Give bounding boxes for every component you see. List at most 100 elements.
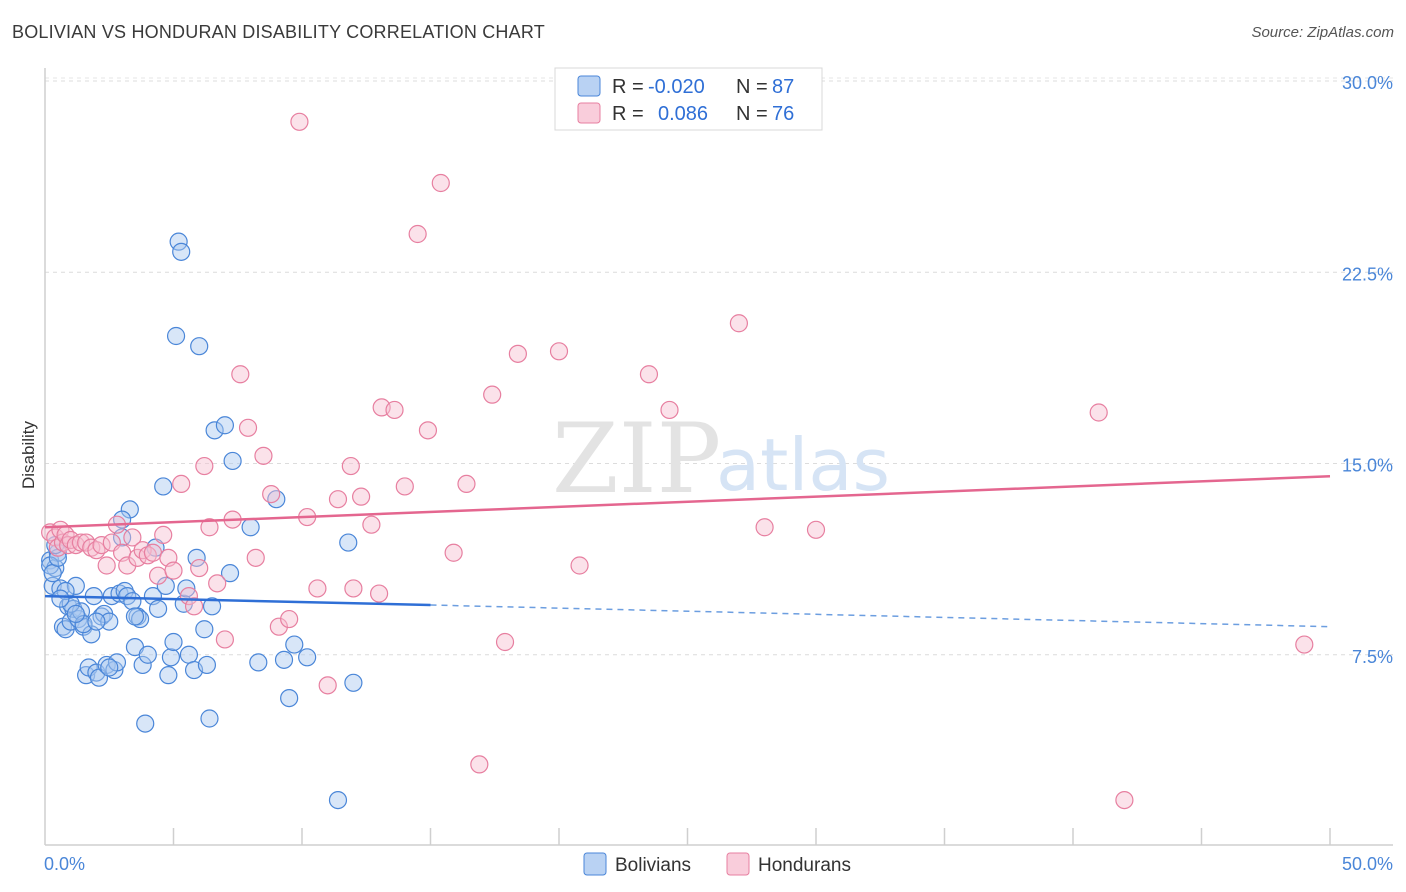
honduran-point bbox=[408, 224, 427, 244]
axes bbox=[44, 68, 1393, 846]
honduran-point bbox=[184, 597, 204, 616]
legend-r-value-2: 0.086 bbox=[658, 103, 708, 125]
honduran-point bbox=[639, 365, 659, 384]
honduran-point bbox=[154, 525, 173, 545]
bolivian-point bbox=[159, 666, 178, 685]
bolivian-point bbox=[200, 709, 219, 728]
bolivian-point bbox=[280, 688, 299, 708]
bolivian-point bbox=[202, 597, 222, 616]
x-tick-label: 0.0% bbox=[44, 854, 85, 874]
honduran-point bbox=[208, 574, 227, 593]
honduran-point bbox=[470, 755, 489, 774]
honduran-point bbox=[138, 546, 157, 565]
y-tick-label: 30.0% bbox=[1342, 73, 1393, 93]
bolivian-point bbox=[136, 714, 155, 733]
bolivian-point bbox=[66, 576, 85, 596]
bolivian-point bbox=[166, 326, 186, 346]
bolivian-point bbox=[154, 477, 173, 496]
honduran-point bbox=[328, 490, 348, 509]
honduran-point bbox=[570, 556, 589, 575]
honduran-point bbox=[549, 342, 569, 361]
honduran-point bbox=[755, 518, 774, 537]
correlation-legend: R = -0.020 N = 87 R = 0.086 N = 76 bbox=[554, 67, 823, 131]
bolivian-point bbox=[223, 451, 242, 471]
honduran-point bbox=[71, 533, 91, 552]
honduran-point bbox=[352, 487, 371, 506]
honduran-point bbox=[254, 446, 273, 465]
honduran-point bbox=[123, 528, 142, 547]
honduran-point bbox=[395, 477, 414, 496]
legend-r-label-1: R = bbox=[612, 76, 644, 98]
y-tick-label: 22.5% bbox=[1342, 264, 1393, 284]
honduran-point bbox=[195, 456, 214, 476]
bolivian-point bbox=[195, 620, 214, 639]
bolivian-point bbox=[164, 632, 183, 652]
honduran-point bbox=[87, 541, 106, 560]
bolivian-point bbox=[148, 599, 168, 618]
honduran-point bbox=[483, 385, 502, 404]
honduran-point bbox=[495, 632, 515, 652]
honduran-point bbox=[660, 400, 679, 420]
bolivian-point bbox=[241, 518, 260, 537]
x-tick-labels: 0.0% 50.0% bbox=[44, 854, 1393, 874]
bolivian-point bbox=[123, 592, 142, 611]
honduran-point bbox=[806, 520, 826, 539]
bolivian-point bbox=[100, 612, 119, 631]
series-label-hondurans: Hondurans bbox=[758, 855, 851, 876]
honduran-point bbox=[200, 518, 219, 537]
watermark-zip: ZIP bbox=[552, 403, 721, 515]
bolivian-point bbox=[172, 242, 191, 261]
honduran-point bbox=[308, 579, 327, 598]
honduran-point bbox=[457, 474, 476, 493]
honduran-point bbox=[172, 474, 191, 493]
legend-r-value-1: -0.020 bbox=[648, 76, 705, 98]
bolivian-point bbox=[161, 648, 181, 667]
bolivian-point bbox=[215, 416, 234, 435]
bolivian-point bbox=[328, 790, 348, 810]
bolivian-point bbox=[190, 337, 209, 356]
series-swatch-bolivians bbox=[583, 852, 607, 876]
legend-n-label-1: N = bbox=[736, 76, 768, 98]
legend-swatch-hondurans bbox=[577, 102, 601, 124]
honduran-point bbox=[344, 579, 363, 598]
honduran-point bbox=[246, 548, 265, 567]
bolivian-point bbox=[87, 612, 106, 631]
bolivian-point bbox=[130, 609, 150, 629]
bolivian-point bbox=[339, 533, 358, 552]
trend-lines bbox=[44, 475, 1331, 628]
honduran-point bbox=[1089, 403, 1108, 422]
chart-title: BOLIVIAN VS HONDURAN DISABILITY CORRELAT… bbox=[12, 22, 545, 42]
honduran-point bbox=[1115, 790, 1134, 810]
source-label: Source: ZipAtlas.com bbox=[1251, 24, 1394, 41]
bolivian-point bbox=[298, 648, 317, 667]
honduran-trend-line bbox=[44, 475, 1331, 529]
honduran-point bbox=[370, 584, 389, 603]
honduran-point bbox=[729, 314, 749, 333]
honduran-point bbox=[418, 421, 438, 440]
honduran-point bbox=[215, 630, 234, 649]
bolivian-point bbox=[197, 655, 217, 675]
grid-lines bbox=[45, 77, 1393, 656]
series-label-bolivians: Bolivians bbox=[615, 855, 691, 876]
x-tick-label: 50.0% bbox=[1342, 854, 1393, 874]
watermark-atlas: atlas bbox=[716, 423, 890, 507]
series-swatch-hondurans bbox=[726, 852, 750, 876]
honduran-point bbox=[262, 485, 281, 504]
honduran-point bbox=[164, 561, 183, 580]
honduran-point bbox=[238, 418, 258, 437]
bolivian-point bbox=[344, 673, 363, 692]
honduran-point bbox=[97, 556, 116, 575]
bolivian-point bbox=[205, 421, 224, 440]
honduran-point bbox=[280, 609, 299, 629]
legend-r-label-2: R = bbox=[612, 103, 644, 125]
y-tick-label: 7.5% bbox=[1352, 647, 1393, 667]
honduran-point bbox=[231, 365, 250, 384]
bolivian-point bbox=[125, 607, 145, 626]
bolivian-point bbox=[66, 604, 85, 624]
series-legend: Bolivians Hondurans bbox=[583, 852, 851, 876]
legend-n-value-1: 87 bbox=[772, 76, 794, 98]
bolivian-point bbox=[249, 653, 268, 672]
legend-swatch-bolivians bbox=[577, 75, 601, 97]
y-axis-title: Disability bbox=[19, 420, 38, 489]
